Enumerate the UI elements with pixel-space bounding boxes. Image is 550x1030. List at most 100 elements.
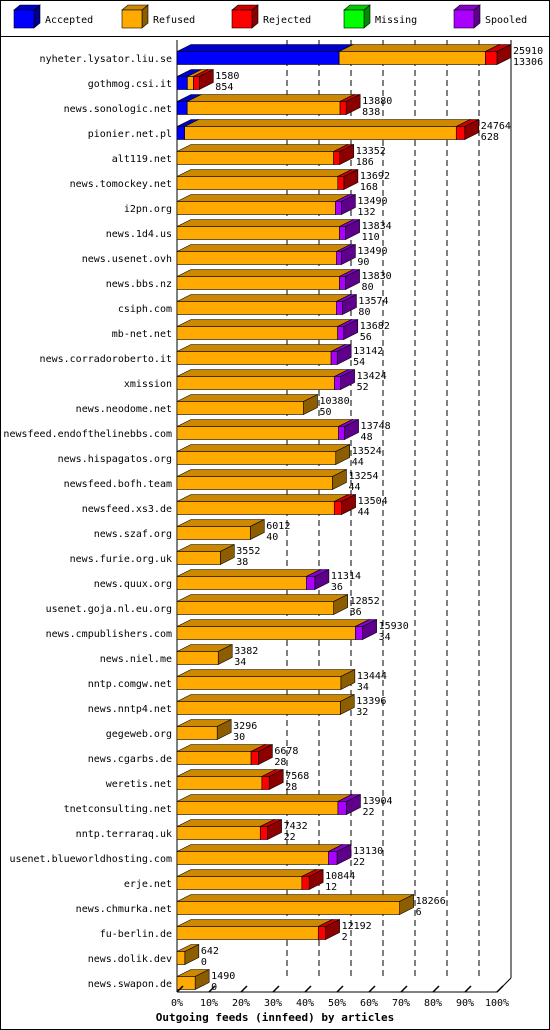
- category-label: newsfeed.xs3.de: [82, 504, 172, 515]
- x-axis-title: Outgoing feeds (innfeed) by articles: [156, 1011, 394, 1024]
- offered-label: 7432: [284, 821, 308, 832]
- bar-front-face: [330, 351, 338, 365]
- category-label: news.szaf.org: [94, 529, 172, 540]
- bar-front-face: [328, 851, 338, 865]
- bar-front-face: [176, 776, 263, 790]
- bar-front-face: [176, 551, 221, 565]
- category-label: news.swapon.de: [88, 979, 172, 990]
- offered-label: 10844: [325, 871, 355, 882]
- bar-front-face: [339, 101, 347, 115]
- bar-segment-refused: [176, 319, 352, 340]
- x-tick-mark: [368, 985, 376, 993]
- category-label: news.bbs.nz: [106, 279, 172, 290]
- bar-front-face: [337, 176, 345, 190]
- offered-label: 13504: [358, 496, 388, 507]
- bar-segment-refused: [176, 594, 348, 615]
- bar-row: [176, 69, 214, 90]
- offered-label: 13692: [360, 171, 390, 182]
- bar-row: [176, 644, 233, 665]
- bar-segment-refused: [176, 669, 356, 690]
- offered-label: 11314: [331, 571, 361, 582]
- x-tick-label: 10%: [200, 998, 218, 1009]
- bar-front-face: [317, 926, 326, 940]
- category-label: i2pn.org: [124, 204, 172, 215]
- second-label: 48: [361, 432, 373, 443]
- x-tick-label: 0%: [171, 998, 183, 1009]
- bar-segment-rejected: [333, 144, 355, 165]
- bar-row: [176, 294, 357, 315]
- legend-swatch: [231, 9, 253, 29]
- bar-top-face: [187, 94, 355, 102]
- bar-front-face: [176, 451, 337, 465]
- bar-top-face: [176, 269, 354, 277]
- offered-label: 10380: [320, 396, 350, 407]
- bar-segment-refused: [176, 394, 318, 415]
- offered-label: 13352: [356, 146, 386, 157]
- offered-label: 24764: [481, 121, 511, 132]
- bar-row: [176, 344, 352, 365]
- bar-front-face: [176, 151, 334, 165]
- x-tick-mark: [464, 985, 472, 993]
- bar-top-face: [176, 619, 370, 627]
- bar-top-face: [176, 419, 353, 427]
- bar-top-face: [176, 694, 355, 702]
- bar-row: [176, 819, 282, 840]
- bar-row: [176, 844, 352, 865]
- second-label: 38: [236, 557, 248, 568]
- category-label: gegeweb.org: [106, 729, 172, 740]
- bar-segment-refused: [176, 944, 200, 965]
- bar-front-face: [339, 276, 346, 290]
- bar-front-face: [176, 101, 188, 115]
- category-label: pionier.net.pl: [88, 129, 172, 140]
- bar-row: [176, 194, 356, 215]
- bar-front-face: [259, 826, 268, 840]
- bar-segment-refused: [176, 819, 275, 840]
- bar-front-face: [339, 226, 346, 240]
- bar-top-face: [176, 919, 333, 927]
- bar-segment-refused: [176, 494, 349, 515]
- second-label: 22: [353, 857, 365, 868]
- category-label: nyheter.lysator.liu.se: [40, 54, 172, 65]
- bar-front-face: [176, 51, 340, 65]
- bar-segment-spooled: [337, 319, 359, 340]
- bar-front-face: [485, 51, 498, 65]
- offered-label: 13574: [358, 296, 388, 307]
- bar-front-face: [176, 276, 340, 290]
- bar-top-face: [339, 44, 500, 52]
- legend-swatch: [343, 9, 365, 29]
- bar-front-face: [184, 126, 457, 140]
- bar-segment-spooled: [339, 269, 360, 290]
- bar-row: [176, 444, 351, 465]
- bar-row: [176, 494, 356, 515]
- second-label: 186: [356, 157, 374, 168]
- x-tick-mark: [240, 985, 248, 993]
- bar-segment-spooled: [339, 219, 360, 240]
- second-label: 36: [350, 607, 362, 618]
- bar-segment-rejected: [339, 94, 361, 115]
- bar-front-face: [355, 626, 363, 640]
- x-tick-mark: [336, 985, 344, 993]
- x-tick-mark: [208, 985, 216, 993]
- category-label: xmission: [124, 379, 172, 390]
- x-tick-label: 50%: [328, 998, 346, 1009]
- bar-top-face: [176, 569, 321, 577]
- bar-top-face: [176, 144, 348, 152]
- bar-row: [176, 769, 284, 790]
- bar-row: [176, 394, 318, 415]
- offered-label: 13130: [353, 846, 383, 857]
- offered-label: 13834: [362, 221, 392, 232]
- bar-segment-rejected: [455, 119, 480, 140]
- bar-front-face: [176, 401, 304, 415]
- bar-segment-refused: [176, 269, 354, 290]
- bar-front-face: [176, 801, 339, 815]
- bar-segment-refused: [176, 569, 321, 590]
- bar-top-face: [176, 769, 277, 777]
- bar-segment-rejected: [317, 919, 340, 940]
- bar-top-face: [176, 469, 347, 477]
- second-label: 6: [416, 907, 422, 918]
- category-label: news.hispagatos.org: [58, 454, 172, 465]
- second-label: 30: [233, 732, 245, 743]
- bar-segment-refused: [176, 219, 354, 240]
- bar-top-face: [176, 444, 350, 452]
- bar-row: [176, 169, 359, 190]
